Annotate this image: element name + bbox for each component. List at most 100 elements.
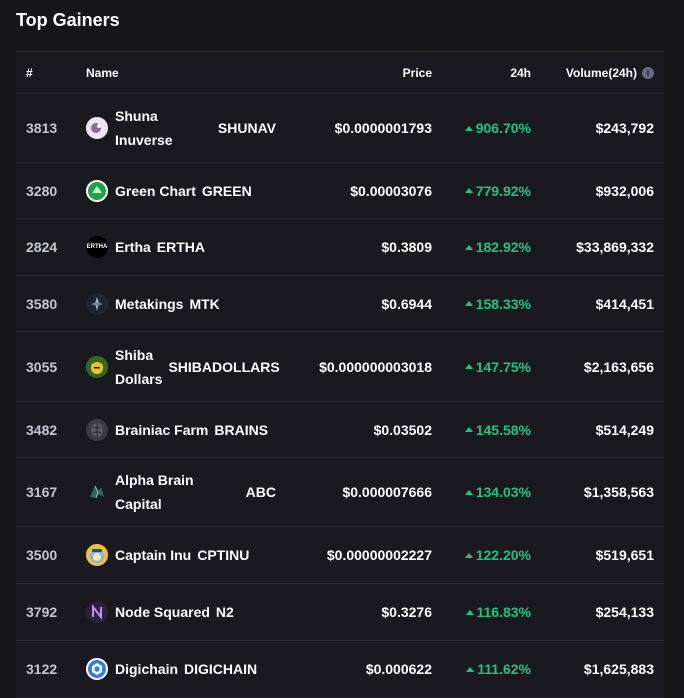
brainiac-farm-icon bbox=[86, 418, 108, 441]
coin-name-cell[interactable]: Metakings MTK bbox=[86, 276, 276, 331]
coin-name: Node Squared bbox=[115, 604, 210, 620]
table-row[interactable]: 2824 ERTHA Ertha ERTHA $0.3809 182.92% $… bbox=[16, 219, 664, 276]
coin-volume: $254,133 bbox=[595, 604, 654, 620]
coin-symbol: ABC bbox=[245, 484, 276, 500]
coin-symbol: DIGICHAIN bbox=[184, 661, 258, 677]
captain-inu-icon bbox=[86, 544, 108, 566]
coin-rank: 3280 bbox=[26, 182, 58, 199]
coin-change: 122.20% bbox=[464, 527, 531, 583]
coin-symbol: CPTINU bbox=[197, 547, 250, 563]
coin-name: Brainiac Farm bbox=[115, 421, 209, 438]
coin-rank: 3122 bbox=[26, 661, 58, 677]
header-name[interactable]: Name bbox=[86, 65, 119, 80]
header-24h[interactable]: 24h bbox=[510, 65, 531, 80]
coin-name-cell[interactable]: Captain Inu CPTINU bbox=[86, 527, 276, 583]
info-icon[interactable]: i bbox=[642, 66, 654, 79]
coin-change: 116.83% bbox=[465, 584, 531, 640]
coin-name-cell[interactable]: Digichain DIGICHAIN bbox=[86, 641, 276, 697]
metakings-icon bbox=[86, 292, 108, 315]
coin-name-cell[interactable]: Node Squared N2 bbox=[86, 584, 276, 640]
table-row[interactable]: 3500 Captain Inu CPTINU $0.00000002227 1… bbox=[16, 527, 664, 584]
coin-name: Alpha Brain Capital bbox=[115, 472, 194, 512]
caret-up-icon bbox=[466, 666, 475, 672]
caret-up-icon bbox=[464, 244, 473, 250]
coin-price: $0.000000003018 bbox=[319, 358, 432, 375]
coin-rank: 3792 bbox=[26, 604, 58, 620]
caret-up-icon bbox=[464, 364, 473, 369]
coin-symbol: N2 bbox=[215, 604, 234, 620]
digichain-icon bbox=[86, 658, 108, 680]
coin-rank: 3500 bbox=[26, 547, 58, 563]
coin-rank: 2824 bbox=[26, 239, 58, 255]
green-chart-icon bbox=[86, 179, 108, 202]
page-title: Top Gainers bbox=[16, 10, 120, 30]
caret-up-icon bbox=[464, 427, 473, 432]
table-row[interactable]: 3792 Node Squared N2 $0.3276 116.83% $25… bbox=[16, 584, 664, 641]
coin-change: 111.62% bbox=[466, 641, 531, 697]
header-volume-label: Volume(24h) bbox=[565, 65, 637, 80]
coin-rank: 3055 bbox=[26, 358, 58, 375]
table-row[interactable]: 3813 Shuna Inuverse SHUNAV $0.0000001793… bbox=[16, 94, 664, 163]
coin-change: 906.70% bbox=[464, 94, 531, 162]
top-gainers-panel: Top Gainers # Name Price 24h Volume(24h)… bbox=[16, 10, 664, 698]
coin-symbol: SHIBADOLLARS bbox=[168, 358, 280, 375]
coin-price: $0.000622 bbox=[365, 661, 432, 677]
caret-up-icon bbox=[464, 188, 473, 193]
table-row[interactable]: 3280 Green Chart GREEN $0.00003076 779.9… bbox=[16, 163, 664, 219]
coin-name-cell[interactable]: Brainiac Farm BRAINS bbox=[86, 402, 276, 457]
coin-change: 158.33% bbox=[464, 276, 531, 331]
header-price[interactable]: Price bbox=[402, 65, 432, 80]
coin-volume: $932,006 bbox=[595, 182, 654, 199]
table-header: # Name Price 24h Volume(24h) i bbox=[16, 51, 664, 94]
coin-rank: 3482 bbox=[26, 421, 58, 438]
coin-price: $0.00000002227 bbox=[326, 547, 432, 563]
table-row[interactable]: 3055 Shiba Dollars SHIBADOLLARS $0.00000… bbox=[16, 332, 664, 402]
ertha-icon: ERTHA bbox=[86, 236, 108, 258]
caret-up-icon bbox=[464, 301, 473, 306]
header-rank[interactable]: # bbox=[26, 65, 33, 80]
coin-name-cell[interactable]: ERTHA Ertha ERTHA bbox=[86, 219, 276, 275]
coin-change: 134.03% bbox=[464, 458, 531, 526]
coin-symbol: SHUNAV bbox=[217, 120, 276, 136]
coin-volume: $414,451 bbox=[595, 295, 654, 312]
coin-volume: $519,651 bbox=[595, 547, 654, 563]
coin-price: $0.000007666 bbox=[342, 484, 432, 500]
alpha-brain-icon bbox=[86, 481, 108, 503]
coin-name: Green Chart bbox=[115, 182, 196, 199]
caret-up-icon bbox=[464, 489, 473, 495]
table-row[interactable]: 3167 Alpha Brain Capital ABC $0.00000766… bbox=[16, 458, 664, 527]
coin-symbol: ERTHA bbox=[156, 239, 206, 255]
coin-name-cell[interactable]: Shuna Inuverse SHUNAV bbox=[86, 94, 276, 162]
coin-volume: $1,358,563 bbox=[583, 484, 654, 500]
coin-name: Digichain bbox=[115, 661, 179, 677]
coin-change: 779.92% bbox=[464, 163, 531, 218]
node-squared-icon bbox=[86, 601, 108, 623]
caret-up-icon bbox=[464, 125, 473, 131]
caret-up-icon bbox=[464, 552, 473, 558]
table-row[interactable]: 3482 Brainiac Farm BRAINS $0.03502 145.5… bbox=[16, 402, 664, 458]
coin-name-cell[interactable]: Shiba Dollars SHIBADOLLARS bbox=[86, 332, 280, 401]
shiba-dollars-icon bbox=[86, 355, 108, 378]
coin-price: $0.3809 bbox=[381, 239, 432, 255]
coin-change: 145.58% bbox=[464, 402, 531, 457]
header-volume[interactable]: Volume(24h) i bbox=[566, 52, 654, 93]
coin-rank: 3813 bbox=[26, 120, 58, 136]
coin-name: Captain Inu bbox=[115, 547, 192, 563]
coin-symbol: MTK bbox=[189, 295, 220, 312]
coin-name: Metakings bbox=[115, 295, 184, 312]
coin-volume: $1,625,883 bbox=[583, 661, 654, 677]
coin-volume: $2,163,656 bbox=[583, 358, 654, 375]
coin-volume: $33,869,332 bbox=[576, 239, 654, 255]
table-row[interactable]: 3580 Metakings MTK $0.6944 158.33% $414,… bbox=[16, 276, 664, 332]
coin-change: 182.92% bbox=[464, 219, 531, 275]
coin-name-cell[interactable]: Green Chart GREEN bbox=[86, 163, 276, 218]
coin-price: $0.6944 bbox=[381, 295, 432, 312]
coin-name: Ertha bbox=[115, 239, 151, 255]
coin-name-cell[interactable]: Alpha Brain Capital ABC bbox=[86, 458, 276, 526]
coin-price: $0.3276 bbox=[381, 604, 432, 620]
coin-rank: 3580 bbox=[26, 295, 58, 312]
table-row[interactable]: 3122 Digichain DIGICHAIN $0.000622 111.6… bbox=[16, 641, 664, 698]
coin-volume: $514,249 bbox=[595, 421, 654, 438]
coin-price: $0.03502 bbox=[373, 421, 432, 438]
caret-up-icon bbox=[465, 609, 474, 615]
